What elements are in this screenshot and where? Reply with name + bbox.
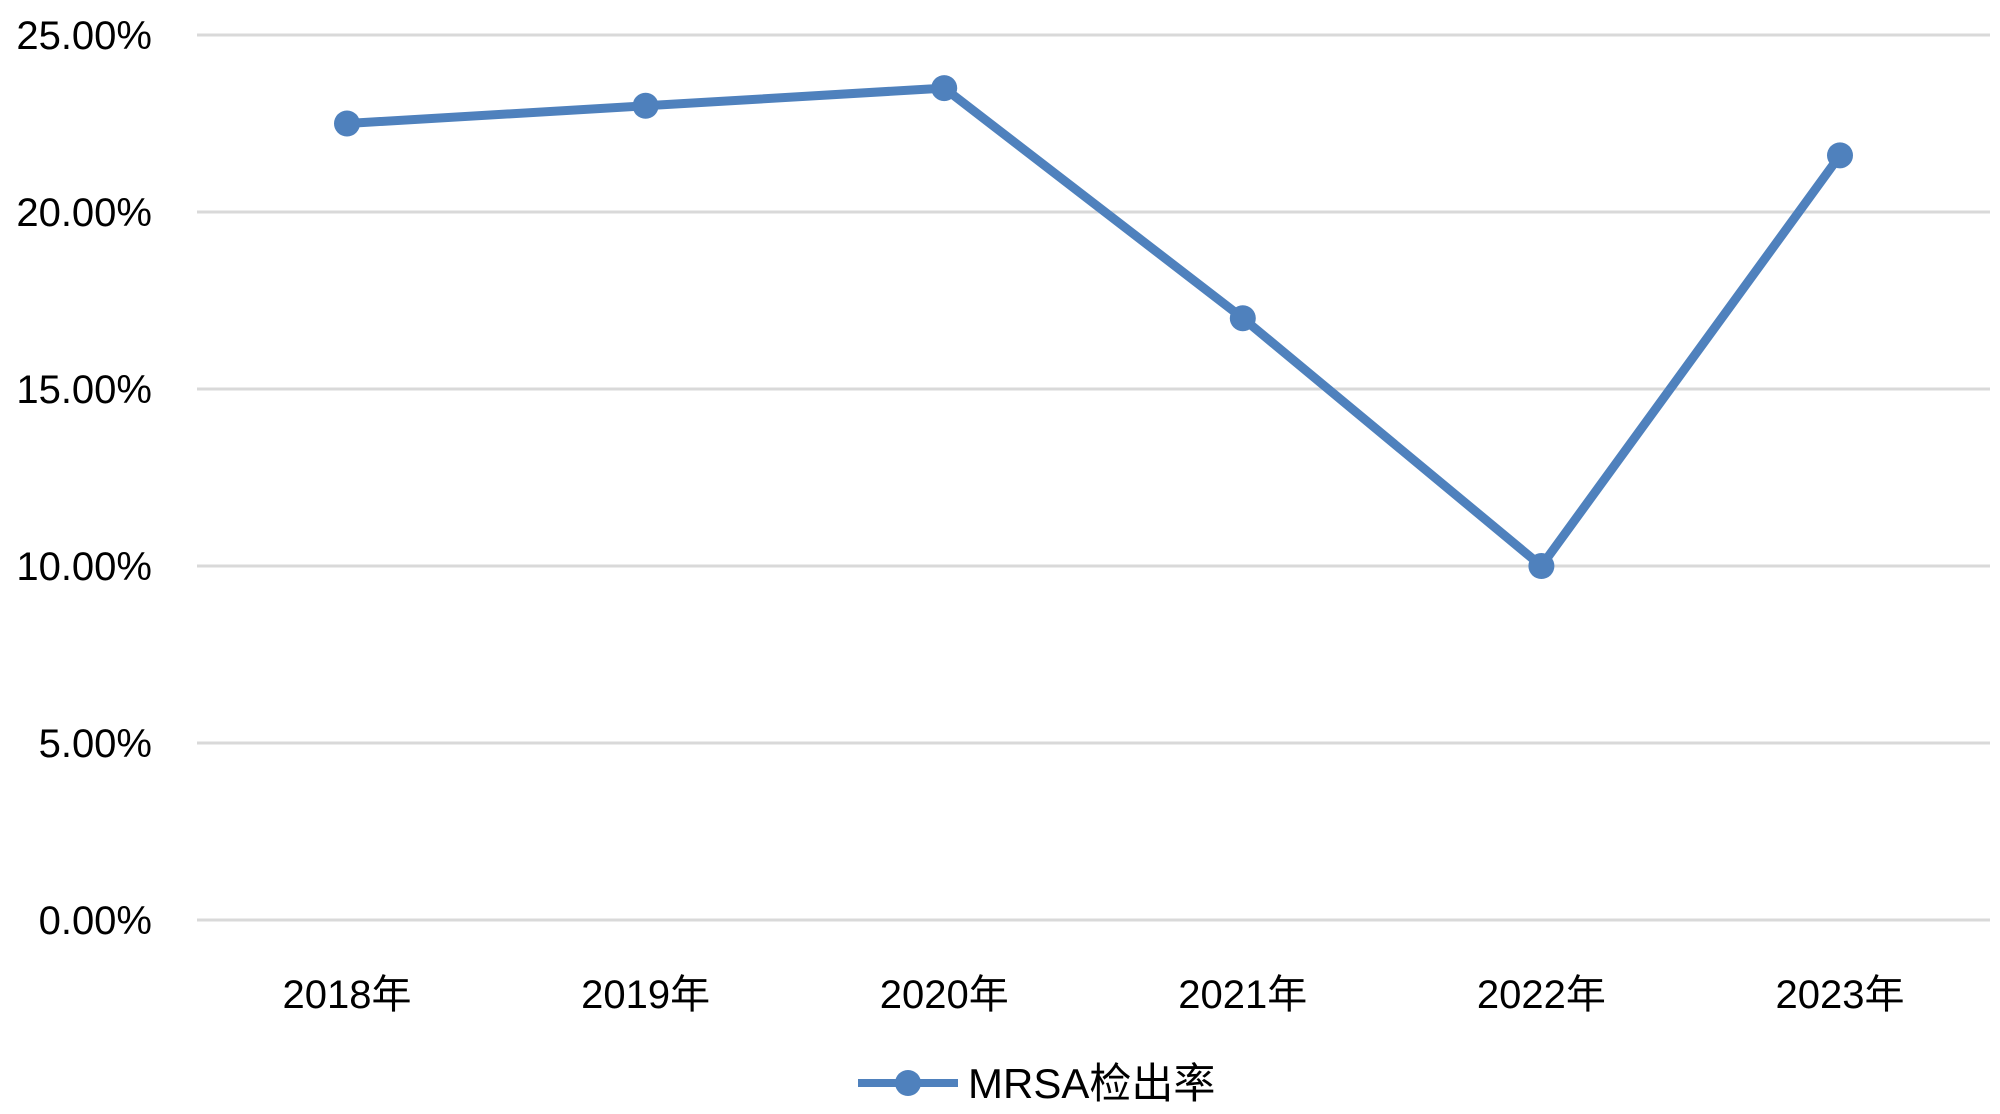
y-tick-label: 5.00% (39, 722, 152, 766)
series-layer (334, 75, 1853, 579)
gridlines (197, 33, 1990, 922)
legend: MRSA检出率 (858, 1060, 1215, 1107)
x-tick-label: 2021年 (1178, 973, 1307, 1017)
data-point (1528, 553, 1555, 579)
x-tick-label: 2022年 (1477, 973, 1606, 1017)
y-tick-label: 0.00% (39, 899, 152, 943)
series-line (342, 83, 1845, 571)
data-point (334, 110, 360, 137)
x-tick-label: 2020年 (880, 973, 1009, 1017)
y-tick-label: 15.00% (16, 368, 152, 412)
x-tick-label: 2019年 (581, 973, 710, 1017)
data-point (1229, 305, 1256, 332)
y-tick-label: 25.00% (16, 14, 152, 58)
x-tick-label: 2018年 (283, 973, 412, 1017)
y-axis-tick-labels: 0.00% 5.00% 10.00% 15.00% 20.00% 25.00% (16, 14, 152, 943)
legend-series-marker (895, 1070, 921, 1096)
y-tick-label: 20.00% (16, 191, 152, 235)
data-point (632, 92, 659, 119)
x-tick-label: 2023年 (1776, 973, 1905, 1017)
legend-label: MRSA检出率 (968, 1060, 1215, 1107)
y-tick-label: 10.00% (16, 545, 152, 589)
data-point (931, 75, 958, 102)
x-axis-tick-labels: 2018年 2019年 2020年 2021年 2022年 2023年 (283, 973, 1905, 1017)
data-point (1827, 142, 1853, 169)
